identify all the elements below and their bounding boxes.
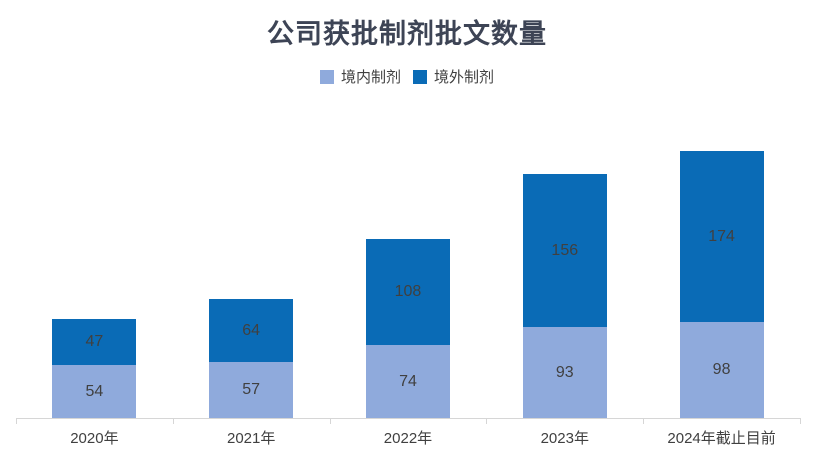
bar-segment-overseas: 47 — [52, 319, 137, 365]
bar-segment-overseas: 174 — [679, 151, 764, 322]
bar-segment-overseas: 64 — [209, 299, 294, 362]
bar-value-label: 57 — [242, 381, 261, 398]
stacked-bar-3: 156 93 — [522, 174, 607, 418]
plot-area: 47 54 64 57 108 74 156 93 174 98 — [16, 118, 800, 418]
bar-segment-domestic: 74 — [365, 345, 450, 418]
legend: 境内制剂 境外制剂 — [0, 66, 814, 87]
bar-value-label: 64 — [242, 321, 261, 339]
bar-value-label: 108 — [394, 283, 422, 300]
x-axis-label-0: 2020年 — [70, 430, 119, 447]
bar-segment-overseas: 156 — [522, 174, 607, 327]
bar-segment-domestic: 54 — [52, 365, 137, 418]
bar-column-3: 156 93 — [486, 174, 643, 418]
axis-tick — [330, 419, 331, 424]
x-axis-label-1: 2021年 — [227, 430, 276, 447]
legend-label-overseas: 境外制剂 — [434, 69, 495, 86]
bar-segment-domestic: 93 — [522, 327, 607, 418]
x-axis-labels: 2020年 2021年 2022年 2023年 2024年截止目前 — [16, 427, 800, 448]
bar-segment-domestic: 57 — [209, 362, 294, 418]
bar-value-label: 156 — [551, 241, 579, 259]
x-axis-label-2: 2022年 — [383, 430, 433, 447]
axis-tick — [173, 419, 174, 424]
stacked-bar-0: 47 54 — [52, 319, 137, 418]
axis-tick — [800, 419, 801, 424]
bar-value-label: 93 — [555, 363, 574, 381]
legend-swatch-overseas-icon — [413, 69, 427, 84]
stacked-bar-4: 174 98 — [679, 151, 764, 418]
bar-column-0: 47 54 — [16, 319, 173, 418]
stacked-bar-2: 108 74 — [365, 239, 450, 418]
legend-item-domestic: 境内制剂 — [319, 66, 401, 87]
bar-value-label: 47 — [85, 333, 104, 350]
x-axis-label-4: 2024年截止目前 — [667, 430, 776, 447]
bar-segment-domestic: 98 — [679, 322, 764, 418]
chart-title: 公司获批制剂批文数量 — [267, 19, 547, 49]
x-axis-label-3: 2023年 — [540, 430, 589, 447]
bar-column-4: 174 98 — [643, 151, 800, 418]
legend-swatch-domestic-icon — [319, 69, 334, 84]
legend-label-domestic: 境内制剂 — [340, 69, 401, 86]
bar-value-label: 98 — [712, 361, 731, 378]
bar-column-1: 64 57 — [173, 299, 330, 418]
bar-value-label: 54 — [85, 382, 104, 400]
x-axis — [16, 418, 801, 424]
stacked-bar-1: 64 57 — [209, 299, 294, 418]
legend-item-overseas: 境外制剂 — [413, 66, 494, 87]
axis-tick — [643, 419, 644, 424]
bar-segment-overseas: 108 — [365, 239, 450, 345]
axis-tick — [486, 419, 487, 424]
bar-value-label: 174 — [708, 227, 735, 245]
axis-tick — [16, 419, 17, 424]
bar-value-label: 74 — [399, 372, 417, 390]
bar-column-2: 108 74 — [330, 239, 487, 418]
